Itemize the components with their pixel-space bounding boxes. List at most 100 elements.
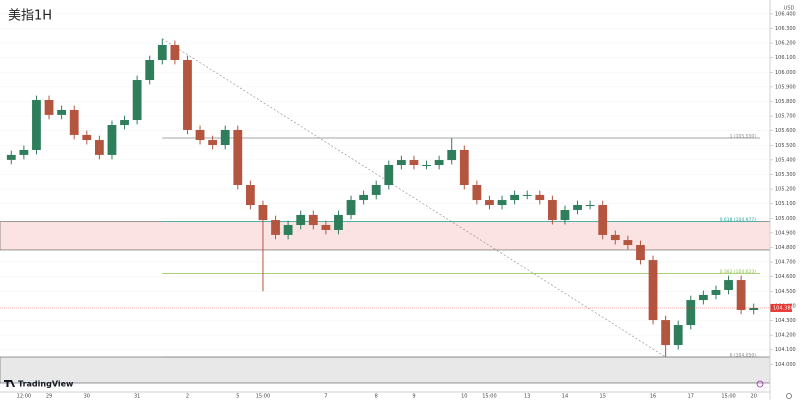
fib-label: 1 (105.550): [730, 133, 757, 139]
candle-body: [636, 245, 645, 261]
candle-body: [749, 307, 759, 310]
candle-body: [711, 289, 721, 295]
x-tick-label: 15: [600, 394, 606, 400]
candle-body: [422, 164, 431, 166]
fib-label: 0.618 (104.977): [720, 217, 757, 223]
y-tick-label: 105.200: [775, 187, 796, 193]
y-tick-label: 106.000: [775, 70, 796, 76]
candle-body: [82, 134, 92, 141]
candle-body: [132, 80, 142, 121]
candle-body: [157, 44, 167, 61]
settings-icon[interactable]: [786, 393, 792, 399]
x-tick-label: 10: [461, 394, 467, 400]
y-tick-label: 106.400: [775, 11, 796, 17]
y-tick-label: 104.900: [775, 230, 796, 236]
y-tick-label: 106.300: [775, 26, 796, 32]
candle-body: [321, 225, 331, 230]
candle-body: [384, 164, 394, 186]
candle-body: [585, 205, 595, 207]
candle-body: [547, 200, 557, 221]
y-tick-label: 105.300: [775, 172, 796, 178]
candle-body: [535, 194, 545, 201]
y-tick-label: 106.100: [775, 55, 796, 61]
x-tick-label: 9: [412, 394, 415, 400]
x-tick-label: 15:00: [721, 394, 735, 400]
plot: 104.000104.100104.200104.300104.400104.5…: [0, 11, 796, 400]
y-tick-label: 106.200: [775, 41, 796, 47]
candle-body: [69, 109, 79, 135]
x-tick-label: 16: [650, 394, 656, 400]
x-tick-label: 31: [134, 394, 140, 400]
x-tick-label: 13: [524, 394, 530, 400]
candle-body: [57, 109, 67, 115]
candle-body: [485, 200, 494, 206]
y-tick-label: 105.600: [775, 128, 796, 134]
x-tick-label: 8: [375, 394, 378, 400]
x-tick-label: 29: [46, 394, 52, 400]
y-tick-label: 104.100: [775, 347, 796, 353]
candle-body: [522, 194, 532, 196]
chart-title: 美指1H: [8, 9, 52, 24]
candle-body: [170, 44, 180, 61]
y-tick-label: 104.700: [775, 260, 796, 266]
candle-body: [610, 234, 620, 241]
x-tick-label: 12:00: [17, 394, 31, 400]
y-tick-label: 104.800: [775, 245, 796, 251]
candle-body: [497, 200, 507, 206]
fib-label: 0 (104.050): [730, 353, 757, 359]
candle-body: [220, 129, 230, 145]
y-tick-label: 104.200: [775, 333, 796, 339]
y-tick-label: 104.500: [775, 289, 796, 295]
candle-body: [346, 200, 356, 215]
candle-body: [44, 100, 54, 115]
candle-body: [32, 100, 41, 150]
candle-body: [359, 194, 369, 201]
candle-body: [183, 60, 192, 130]
candle-body: [598, 205, 608, 235]
y-tick-label: 104.000: [775, 362, 796, 368]
candle-body: [686, 300, 696, 326]
candle-body: [673, 325, 683, 346]
candle-body: [245, 185, 255, 206]
indicator-icon[interactable]: [756, 380, 764, 388]
candle-body: [648, 260, 658, 321]
y-tick-label: 105.700: [775, 114, 796, 120]
candle-body: [447, 149, 457, 161]
candle-body: [724, 280, 733, 290]
candle-body: [233, 129, 243, 186]
y-tick-label: 105.400: [775, 157, 796, 163]
y-tick-label: 105.900: [775, 84, 796, 90]
candle-body: [120, 120, 129, 125]
x-tick-label: 2: [186, 394, 189, 400]
last-price-label: 104.386: [773, 305, 794, 311]
logo-icon: [4, 380, 15, 387]
x-tick-label: 15:00: [482, 394, 496, 400]
candle-body: [107, 124, 117, 155]
fib-trend: [162, 38, 666, 358]
zone: [0, 221, 771, 251]
candle-body: [258, 205, 268, 221]
x-tick-label: 15:00: [256, 394, 270, 400]
y-tick-label: 105.500: [775, 143, 796, 149]
candle-body: [434, 160, 444, 165]
candle-body: [6, 154, 16, 160]
x-tick-label: 5: [236, 394, 239, 400]
candle-body: [396, 160, 406, 165]
fib-label: 0.382 (104.623): [720, 269, 757, 275]
candle-body: [573, 205, 582, 210]
x-tick-label: 14: [562, 394, 568, 400]
y-tick-label: 104.600: [775, 274, 796, 280]
candle-body: [94, 140, 104, 155]
candle-body: [271, 220, 280, 235]
candle-body: [459, 149, 469, 186]
candle-body: [308, 214, 318, 226]
y-tick-label: 105.800: [775, 99, 796, 105]
candle-body: [698, 294, 708, 301]
candle-body: [472, 185, 482, 201]
candle-body: [334, 214, 343, 230]
candle-body: [510, 194, 520, 201]
candle-body: [409, 160, 419, 165]
candle-body: [623, 240, 633, 246]
zones: [0, 13, 771, 384]
